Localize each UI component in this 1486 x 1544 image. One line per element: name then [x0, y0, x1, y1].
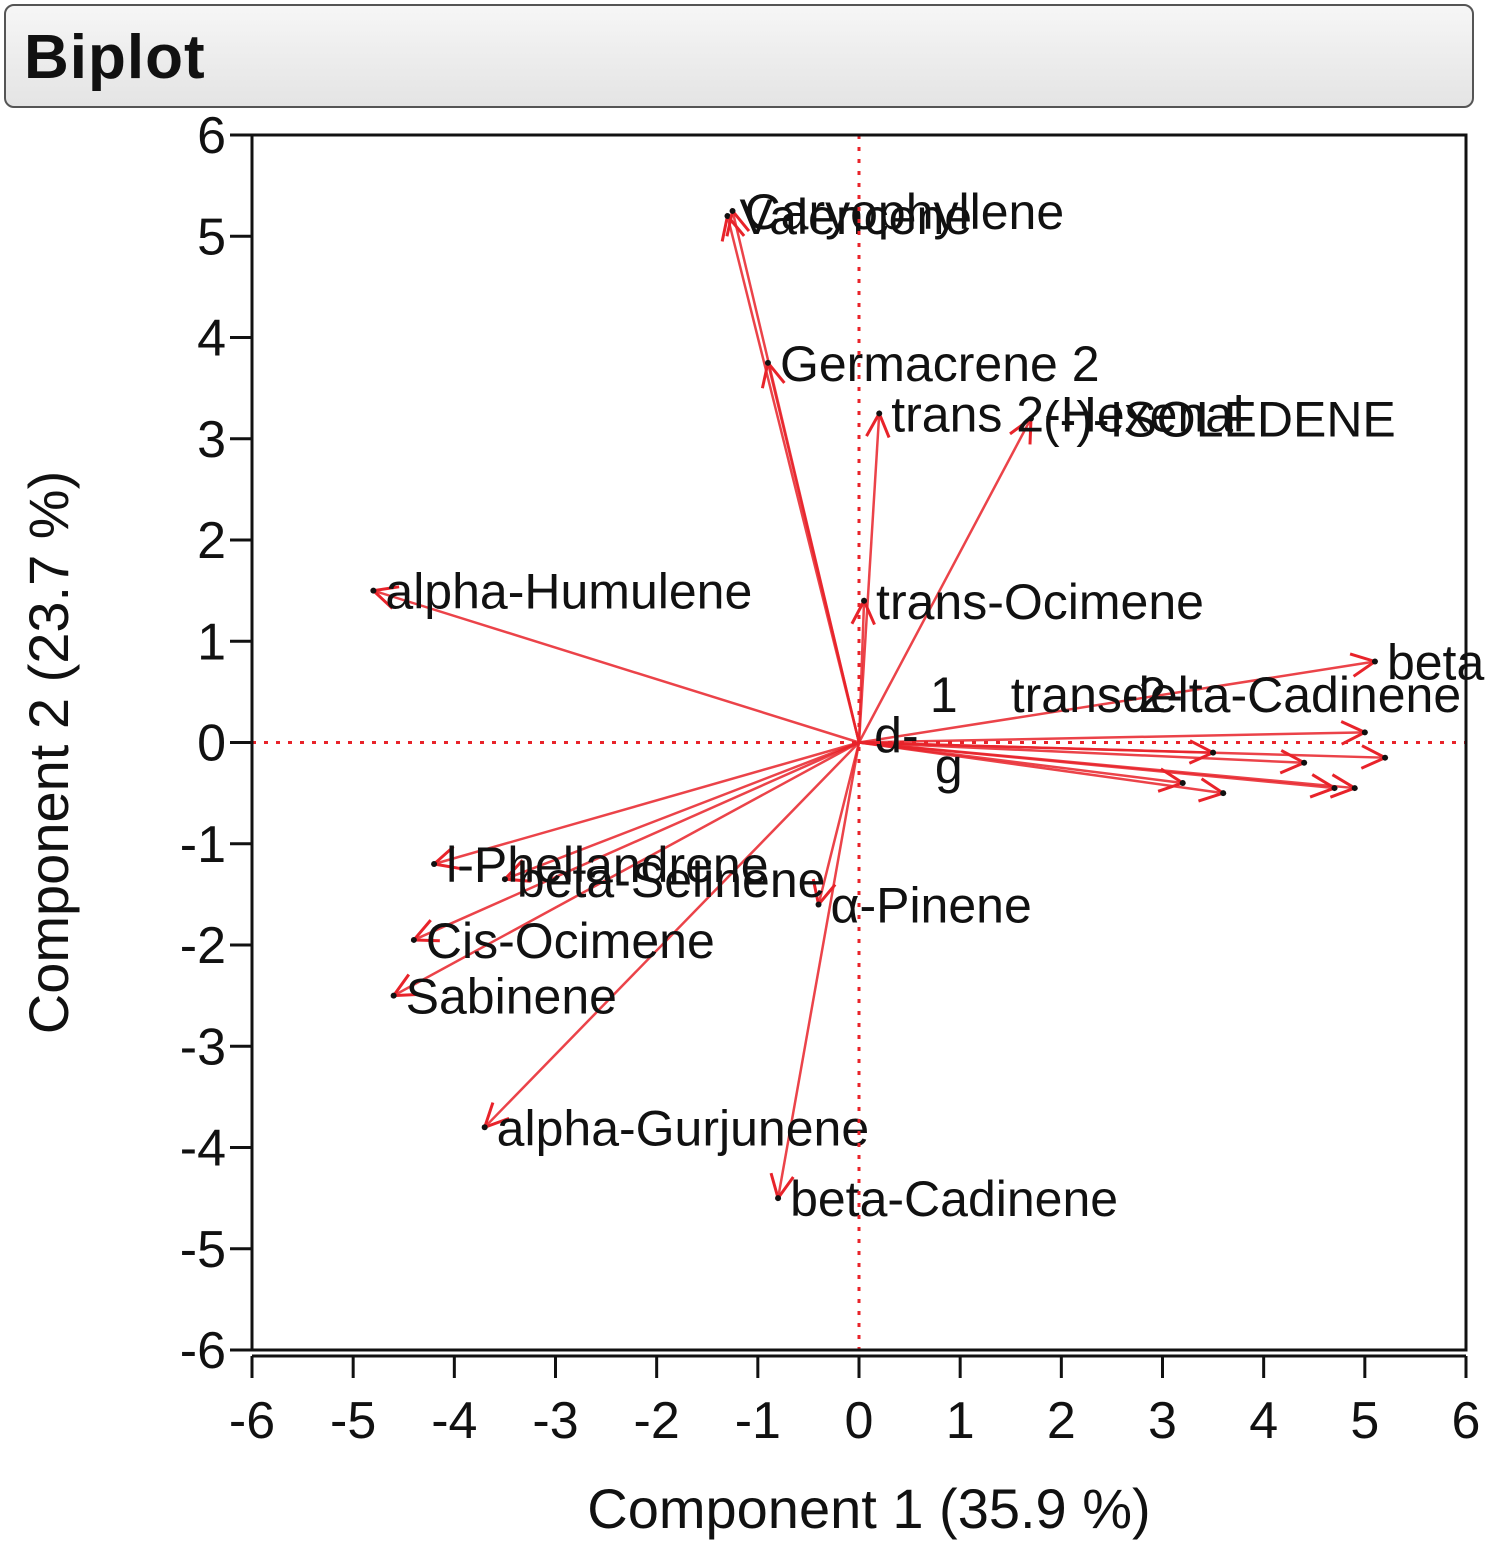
vector-endpoint: [431, 861, 438, 867]
y-axis-title: Component 2 (23.7 %): [17, 471, 80, 1034]
vector-endpoint: [729, 207, 736, 214]
vector-endpoint: [775, 1195, 782, 1202]
y-tick-label: -4: [180, 1120, 226, 1178]
axes-layer: -6 -5 -4 -3 -2 -1 0 1 2 3 4 5 6 -6 -5 -4 -3 -2 -1 0 1 2 3 4 5 6 Co…: [17, 107, 1480, 1540]
x-axis-title: Component 1 (35.9 %): [587, 1477, 1150, 1540]
vector-endpoint: [410, 936, 417, 943]
vector-arrow: [858, 720, 1369, 746]
vector-arrow: [410, 741, 860, 943]
vector-arrow: [370, 585, 860, 744]
title-bar: Biplot: [4, 4, 1474, 108]
variable-label: Cis-Ocimene: [426, 913, 715, 969]
x-tick-label: -4: [431, 1392, 477, 1450]
vector-endpoint: [1361, 729, 1368, 736]
cluster-label: trans-2-: [1011, 667, 1183, 723]
vector-arrow: [850, 597, 876, 743]
vector-arrow: [501, 741, 860, 883]
variable-label: α-Pinene: [831, 878, 1032, 934]
variable-label: Germacrene 2: [780, 336, 1100, 392]
vector-arrow: [390, 741, 860, 999]
chart-title: Biplot: [24, 23, 206, 92]
vector-arrow: [481, 741, 860, 1131]
vectors-layer: [370, 207, 1389, 1202]
y-tick-label: 5: [197, 208, 226, 266]
vector-endpoint: [370, 587, 377, 594]
vector-endpoint: [1331, 785, 1338, 792]
variable-label: (-)-ISOLEDENE: [1043, 392, 1396, 448]
vector-endpoint: [390, 992, 397, 999]
y-tick-label: -2: [180, 917, 226, 975]
vector-arrow: [858, 741, 1308, 775]
vector-arrow: [430, 741, 860, 870]
variable-label: Valencene: [739, 189, 972, 245]
x-tick-label: -1: [735, 1392, 781, 1450]
variable-label: beta-Cadinene: [790, 1171, 1118, 1227]
cluster-label: g: [935, 738, 963, 794]
variable-label: Caryophyllene: [745, 184, 1065, 240]
y-tick-label: -1: [180, 816, 226, 874]
vector-endpoint: [861, 597, 868, 604]
variable-label: trans 2-Hexenal: [891, 386, 1244, 442]
cluster-label: 1: [930, 667, 958, 723]
vector-endpoint: [764, 359, 771, 366]
vector-arrow: [858, 741, 1338, 799]
vector-endpoint: [876, 410, 883, 417]
x-tick-label: -5: [330, 1392, 376, 1450]
x-tick-label: -6: [229, 1392, 275, 1450]
vector-endpoint: [1301, 759, 1308, 766]
variable-label: Sabinene: [406, 969, 617, 1025]
y-tick-label: 2: [197, 512, 226, 570]
vector-endpoint: [815, 901, 822, 908]
vector-endpoint: [1027, 415, 1034, 422]
vector-endpoint: [501, 876, 508, 883]
x-tick-label: 3: [1148, 1392, 1177, 1450]
variable-label: beta-Phellandrene: [1387, 635, 1486, 691]
vector-arrow: [769, 742, 861, 1202]
variable-label: beta-Selinene: [517, 852, 826, 908]
vector-arrow: [857, 409, 891, 743]
y-tick-label: -6: [180, 1322, 226, 1380]
variable-label: trans-Ocimene: [876, 574, 1204, 630]
cluster-label: d-: [874, 708, 918, 764]
vector-endpoint: [1210, 749, 1217, 756]
vector-endpoint: [1220, 790, 1227, 797]
vector-arrow: [858, 652, 1379, 744]
y-tick-label: 6: [197, 107, 226, 165]
y-tick-label: 3: [197, 411, 226, 469]
vector-endpoint: [724, 213, 731, 219]
x-tick-label: 1: [946, 1392, 975, 1450]
x-tick-label: 2: [1047, 1392, 1076, 1450]
x-tick-label: -2: [634, 1392, 680, 1450]
y-tick-label: 0: [197, 715, 226, 773]
y-tick-label: -5: [180, 1221, 226, 1279]
vector-arrow: [720, 212, 861, 743]
cluster-label: delta-Cadinene: [1122, 667, 1461, 723]
variable-label: alpha-Gurjunene: [497, 1100, 870, 1156]
vector-endpoint: [481, 1124, 488, 1131]
x-tick-label: 6: [1452, 1392, 1481, 1450]
vector-endpoint: [1382, 754, 1389, 761]
vector-endpoint: [1371, 658, 1378, 665]
vector-arrow: [857, 415, 1034, 744]
y-tick-label: 4: [197, 310, 226, 368]
x-tick-label: 0: [845, 1392, 874, 1450]
vector-arrow: [760, 359, 861, 743]
y-tick-label: 1: [197, 613, 226, 671]
vector-endpoint: [1179, 780, 1186, 786]
vector-arrow: [858, 741, 1187, 793]
vector-endpoint: [1351, 785, 1358, 792]
variable-label: l-Phellandrene: [446, 837, 768, 893]
variable-label: alpha-Humulene: [385, 564, 752, 620]
x-tick-label: -3: [532, 1392, 578, 1450]
x-tick-label: 5: [1350, 1392, 1379, 1450]
vector-arrow: [811, 742, 861, 908]
y-tick-label: -3: [180, 1018, 226, 1076]
x-tick-label: 4: [1249, 1392, 1278, 1450]
